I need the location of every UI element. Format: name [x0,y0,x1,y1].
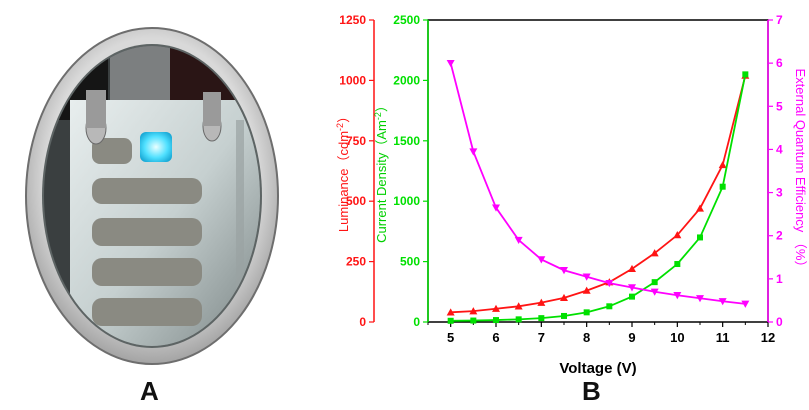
current-density-data-point [538,315,545,322]
current-density-data-point [470,317,477,324]
current-density-tick-label: 1500 [393,134,420,148]
eqe-data-point [446,59,455,68]
eqe-data-point [537,256,546,264]
current-density-data-point [606,303,613,310]
electroluminescent-pixel [140,132,172,162]
current-density-data-point [697,234,703,241]
eqe-data-point [696,295,704,303]
x-tick-label: 7 [538,330,545,345]
luminance-axis-label: Luminance（cdm-2） [335,110,351,232]
luminance-data-point [696,204,704,212]
eqe-data-point [673,292,682,300]
eqe-tick-label: 3 [776,186,783,200]
eqe-tick-label: 4 [776,142,783,156]
plot-frame [427,19,769,323]
luminance-series-line [450,75,747,314]
luminance-data-point [469,307,478,315]
current-density-data-point [719,183,726,190]
luminance-tick-label: 1000 [339,73,366,87]
eqe-data-point [741,300,750,308]
device-photo [0,0,300,405]
current-density-tick-label: 1000 [393,194,420,208]
luminance-data-point [446,308,455,316]
current-density-axis-label: Current Density（Am-2） [373,99,389,243]
luminance-data-point [537,298,546,306]
eqe-data-point [605,279,614,288]
current-density-tick-label: 0 [413,315,420,329]
x-tick-label: 8 [583,330,590,345]
x-axis-label: Voltage (V) [559,360,636,377]
eqe-tick-label: 5 [776,99,783,113]
eqe-tick-label: 0 [776,315,783,329]
luminance-data-point [492,304,500,312]
eqe-tick-label: 1 [776,272,783,286]
eqe-data-point [628,284,636,292]
luminance-data-point [718,160,727,169]
current-density-data-point [583,309,590,316]
luminance-tick-label: 0 [359,315,366,329]
luminance-data-point [628,264,636,273]
eqe-data-point [582,273,591,281]
current-density-data-point [447,317,454,324]
luminance-data-point [560,293,568,302]
x-tick-label: 9 [628,330,635,345]
luminance-tick-label: 250 [346,255,366,269]
luminance-tick-label: 500 [346,194,366,208]
current-density-data-point [515,316,522,323]
luminance-tick-label: 1250 [339,13,366,27]
luminance-data-point [650,249,659,257]
eqe-data-point [492,204,500,212]
current-density-tick-label: 500 [400,255,420,269]
current-density-data-point [674,261,681,268]
luminance-data-point [673,231,682,239]
luminance-data-point [514,302,523,310]
current-density-tick-label: 2000 [393,73,420,87]
eqe-data-point [469,148,478,156]
eqe-series-line [449,62,746,305]
panel-label-b: B [582,376,601,406]
eqe-data-point [650,288,659,296]
luminance-tick-label: 750 [346,134,366,148]
x-tick-label: 12 [761,330,775,345]
luminance-data-point [582,286,591,294]
x-tick-label: 11 [716,330,730,345]
current-density-data-point [742,71,749,78]
x-tick-label: 6 [492,330,499,345]
eqe-tick-label: 7 [776,13,783,27]
chart-panel: 5 6 7 8 9 10 11 12 0 250 500 750 1000 1250 0 500 1000 150… [300,0,809,405]
current-density-data-point [629,293,635,300]
current-density-data-point [561,312,567,319]
eqe-tick-label: 2 [776,229,783,243]
current-density-data-point [493,317,499,324]
panel-label-a: A [140,376,159,406]
eqe-tick-label: 6 [776,56,783,70]
eqe-data-point [514,236,523,245]
eqe-data-point [718,298,727,306]
eqe-data-point [560,267,568,275]
current-density-data-point [651,279,658,286]
current-density-series-line [450,74,747,322]
current-density-tick-label: 2500 [393,13,420,27]
eqe-axis-label: External Quantum Efficiency （%） [793,69,808,274]
x-tick-label: 10 [670,330,684,345]
x-tick-label: 5 [447,330,454,345]
